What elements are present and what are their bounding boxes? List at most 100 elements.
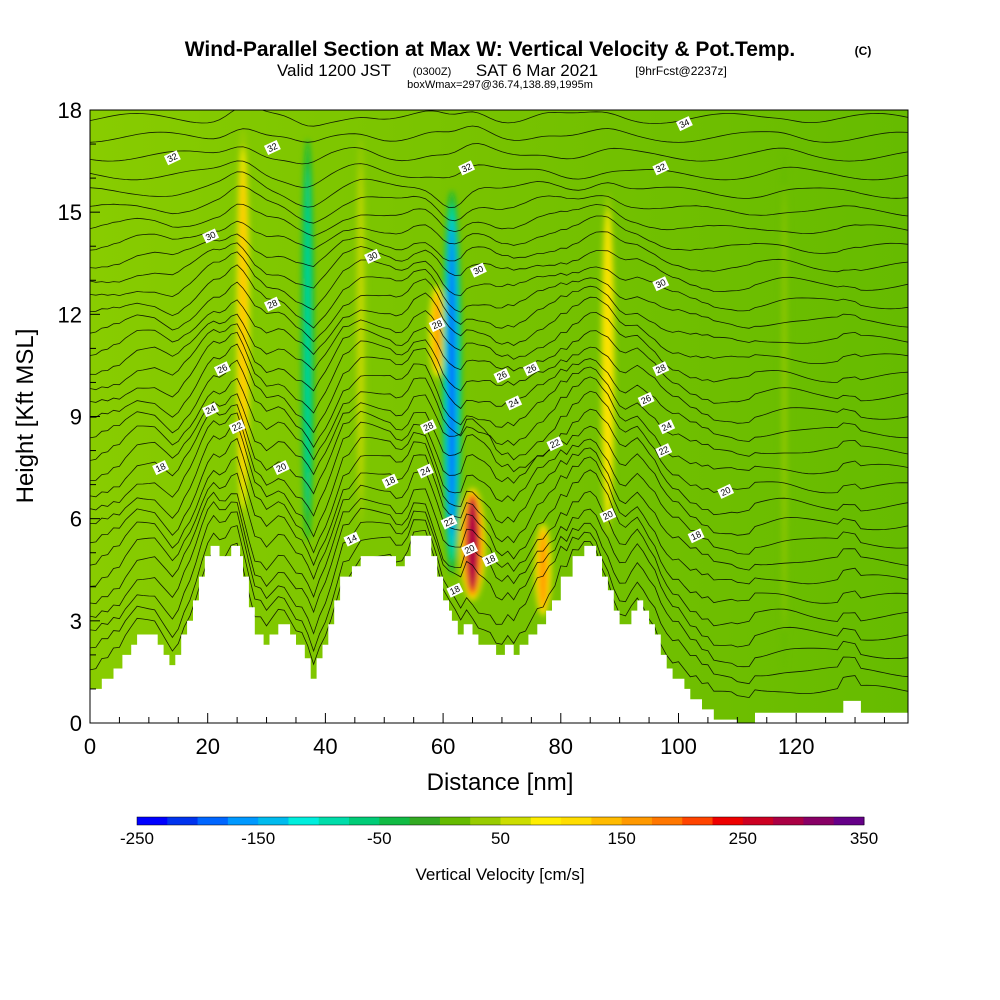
- colorbar-swatch-21: [773, 817, 804, 825]
- svg-text:32: 32: [166, 151, 179, 164]
- svg-text:32: 32: [654, 161, 667, 174]
- svg-text:20: 20: [275, 461, 288, 474]
- contour-label-2: 32: [458, 160, 476, 176]
- svg-text:18: 18: [448, 584, 461, 597]
- w-feature-6-3: [540, 531, 547, 609]
- colorbar-label-5: 250: [729, 829, 757, 848]
- valid-utc: (0300Z): [413, 66, 452, 78]
- colorbar-swatch-2: [197, 817, 229, 825]
- svg-text:26: 26: [525, 362, 538, 375]
- w-feature-8-1: [782, 184, 787, 632]
- svg-text:24: 24: [419, 464, 432, 477]
- colorbar-swatch-3: [227, 817, 259, 825]
- colorbar-swatch-9: [409, 817, 441, 825]
- contour-label-31: 18: [687, 528, 705, 544]
- theta-contour-line-2: [90, 510, 908, 668]
- svg-text:30: 30: [204, 229, 217, 242]
- contour-label-30: 18: [481, 552, 499, 567]
- colorbar-swatch-10: [439, 817, 471, 825]
- contour-label-10: 28: [428, 317, 446, 333]
- w-feature-1-1: [305, 167, 311, 513]
- colorbar-swatch-22: [803, 817, 835, 825]
- colorbar-swatch-18: [682, 817, 714, 825]
- svg-text:28: 28: [431, 318, 444, 331]
- theta-contour-line-27: [90, 171, 908, 209]
- forecast-info: [9hrFcst@2237z]: [635, 64, 727, 78]
- colorbar: -250 -150 -50 50 150 250 350: [120, 816, 878, 848]
- colorbar-swatch-17: [651, 817, 683, 825]
- y-tick-label-3: 3: [70, 609, 82, 634]
- y-axis-label: Height [Kft MSL]: [12, 329, 39, 504]
- svg-text:20: 20: [463, 543, 476, 556]
- colorbar-swatch-12: [500, 817, 532, 825]
- chart-title: Wind-Parallel Section at Max W: Vertical…: [185, 38, 796, 61]
- x-tick-label-40: 40: [313, 734, 337, 759]
- theta-contour-line-6: [90, 454, 908, 585]
- svg-text:30: 30: [654, 277, 667, 290]
- contour-label-11: 26: [213, 361, 231, 377]
- colorbar-swatch-16: [621, 817, 653, 825]
- theta-contour-line-0: [90, 529, 908, 699]
- theta-contour-line-29: [90, 143, 908, 165]
- theta-contour-line-4: [90, 488, 908, 627]
- svg-text:24: 24: [204, 403, 217, 416]
- svg-text:18: 18: [154, 461, 167, 474]
- x-tick-label-20: 20: [195, 734, 219, 759]
- colorbar-swatch-13: [530, 817, 562, 825]
- contour-label-12: 26: [493, 368, 511, 384]
- title-mark: (C): [855, 44, 872, 58]
- x-axis: 0 20 40 60 80 100 120: [84, 713, 885, 759]
- theta-contour-line-18: [90, 292, 908, 364]
- y-tick-label-18: 18: [58, 98, 82, 123]
- svg-text:28: 28: [266, 297, 279, 310]
- theta-contour-labels: 32 32 32 32 34 30 30 30 30 28 28 26 26 26 26 28 24 24 24 24…: [152, 116, 735, 598]
- svg-text:18: 18: [484, 553, 497, 566]
- contour-label-19: 24: [416, 463, 434, 479]
- colorbar-label-1: -150: [241, 829, 275, 848]
- colorbar-frame: [136, 816, 865, 826]
- colorbar-swatch-0: [137, 817, 168, 825]
- svg-text:22: 22: [230, 420, 243, 433]
- theta-contour-line-5: [90, 469, 908, 604]
- valid-date: SAT 6 Mar 2021: [476, 61, 598, 80]
- theta-contour-line-15: [90, 331, 908, 424]
- valid-time: Valid 1200 JST: [277, 61, 391, 80]
- contour-label-28: 18: [152, 460, 170, 476]
- svg-text:30: 30: [366, 250, 379, 263]
- contour-label-24: 20: [272, 460, 290, 476]
- contour-label-22: 22: [546, 436, 564, 452]
- contour-label-3: 32: [652, 160, 670, 176]
- theta-contour-line-31: [90, 110, 908, 127]
- contour-label-21: 22: [228, 419, 246, 435]
- plot-area: 32 32 32 32 34 30 30 30 30 28 28 26 26 26 26 28 24 24 24 24…: [90, 110, 908, 723]
- svg-text:24: 24: [660, 420, 673, 433]
- colorbar-swatch-4: [258, 817, 289, 825]
- colorbar-swatch-15: [591, 817, 623, 825]
- colorbar-swatch-14: [561, 817, 592, 825]
- colorbar-swatch-5: [288, 817, 320, 825]
- contour-label-9: 28: [263, 296, 281, 312]
- x-tick-label-100: 100: [660, 734, 697, 759]
- contour-label-15: 28: [652, 361, 670, 377]
- svg-text:26: 26: [216, 362, 229, 375]
- theta-contour-line-26: [90, 185, 908, 224]
- y-axis: 0 3 6 9 12 15 18: [58, 98, 100, 736]
- x-tick-label-60: 60: [431, 734, 455, 759]
- contour-label-4: 34: [675, 116, 693, 132]
- contour-label-25: 20: [717, 483, 735, 499]
- x-axis-label: Distance [nm]: [427, 769, 574, 796]
- svg-text:22: 22: [657, 444, 670, 457]
- theta-contour-line-25: [90, 203, 908, 237]
- colorbar-swatch-11: [470, 817, 501, 825]
- contour-label-20: 28: [419, 419, 437, 435]
- w-feature-7-2: [605, 224, 611, 506]
- theta-contour-line-16: [90, 323, 908, 404]
- theta-contour-line-14: [90, 343, 908, 442]
- contour-label-6: 30: [364, 248, 381, 264]
- contour-label-27: 20: [461, 541, 479, 557]
- colorbar-label-6: 350: [850, 829, 878, 848]
- theta-contour-line-22: [90, 242, 908, 293]
- y-tick-label-9: 9: [70, 405, 82, 430]
- theta-contour-line-20: [90, 264, 908, 329]
